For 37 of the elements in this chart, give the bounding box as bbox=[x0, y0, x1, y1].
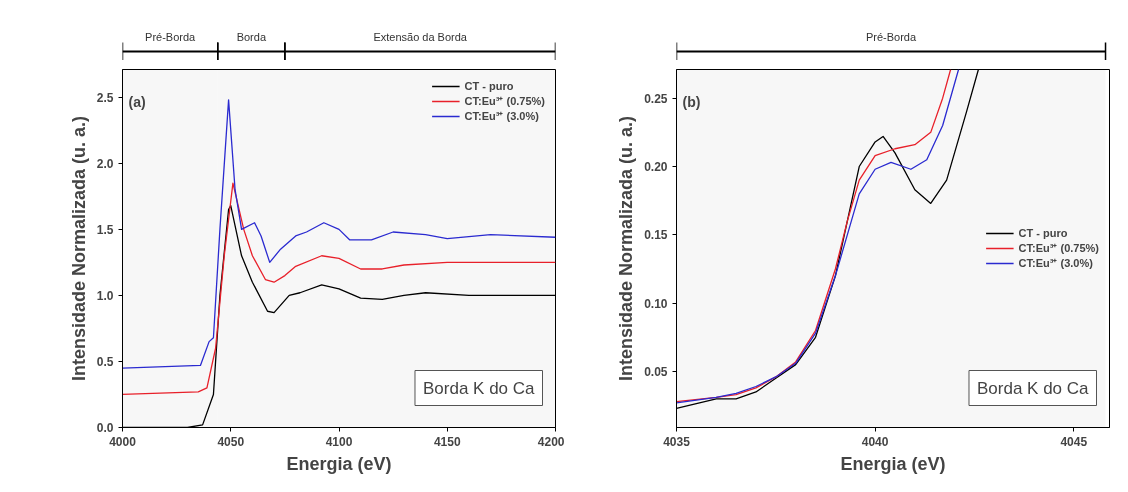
y-tick-label: 1.0 bbox=[96, 288, 114, 303]
y-tick-label: 0.20 bbox=[644, 160, 668, 175]
y-tick-label: 0.0 bbox=[96, 421, 114, 435]
x-tick-label: 4045 bbox=[1060, 434, 1088, 449]
y-tick-label: 0.10 bbox=[644, 296, 668, 311]
annotation: (a) bbox=[128, 93, 146, 110]
y-tick-label: 0.25 bbox=[644, 91, 668, 106]
x-axis-title: Energia (eV) bbox=[840, 453, 946, 474]
y-tick-label: 2.0 bbox=[96, 156, 114, 171]
legend-label: CT - puro bbox=[1018, 226, 1068, 240]
y-axis-title: Intensidade Normalizada (u. a.) bbox=[616, 115, 637, 382]
x-tick-label: 4100 bbox=[325, 434, 353, 449]
y-tick-label: 1.5 bbox=[96, 222, 114, 237]
x-tick-label: 4200 bbox=[537, 434, 565, 449]
x-tick-label: 4035 bbox=[663, 434, 691, 449]
legend-label: CT - puro bbox=[464, 79, 514, 93]
band-label: Extensão da Borda bbox=[373, 30, 468, 43]
annotation: Borda K do Ca bbox=[976, 378, 1090, 398]
legend-label: CT:Eu³⁺ (3.0%) bbox=[1018, 256, 1093, 270]
y-tick-label: 2.5 bbox=[96, 90, 114, 105]
x-axis-title: Energia (eV) bbox=[286, 453, 392, 474]
band-label: Pré-Borda bbox=[145, 30, 197, 43]
band-label: Borda bbox=[236, 30, 267, 43]
x-tick-label: 4050 bbox=[217, 434, 245, 449]
annotation: Borda K do Ca bbox=[422, 378, 536, 398]
band-label: Pré-Borda bbox=[865, 30, 917, 43]
legend-label: CT:Eu³⁺ (0.75%) bbox=[464, 94, 545, 108]
annotation: (b) bbox=[682, 93, 701, 110]
legend-label: CT:Eu³⁺ (3.0%) bbox=[464, 109, 539, 123]
x-tick-label: 4040 bbox=[861, 434, 889, 449]
y-tick-label: 0.15 bbox=[644, 228, 668, 243]
x-tick-label: 4150 bbox=[433, 434, 461, 449]
y-axis-title: Intensidade Normalizada (u. a.) bbox=[68, 115, 89, 382]
y-tick-label: 0.05 bbox=[644, 364, 668, 379]
x-tick-label: 4000 bbox=[109, 434, 137, 449]
legend-label: CT:Eu³⁺ (0.75%) bbox=[1018, 241, 1099, 255]
y-tick-label: 0.5 bbox=[96, 354, 114, 369]
